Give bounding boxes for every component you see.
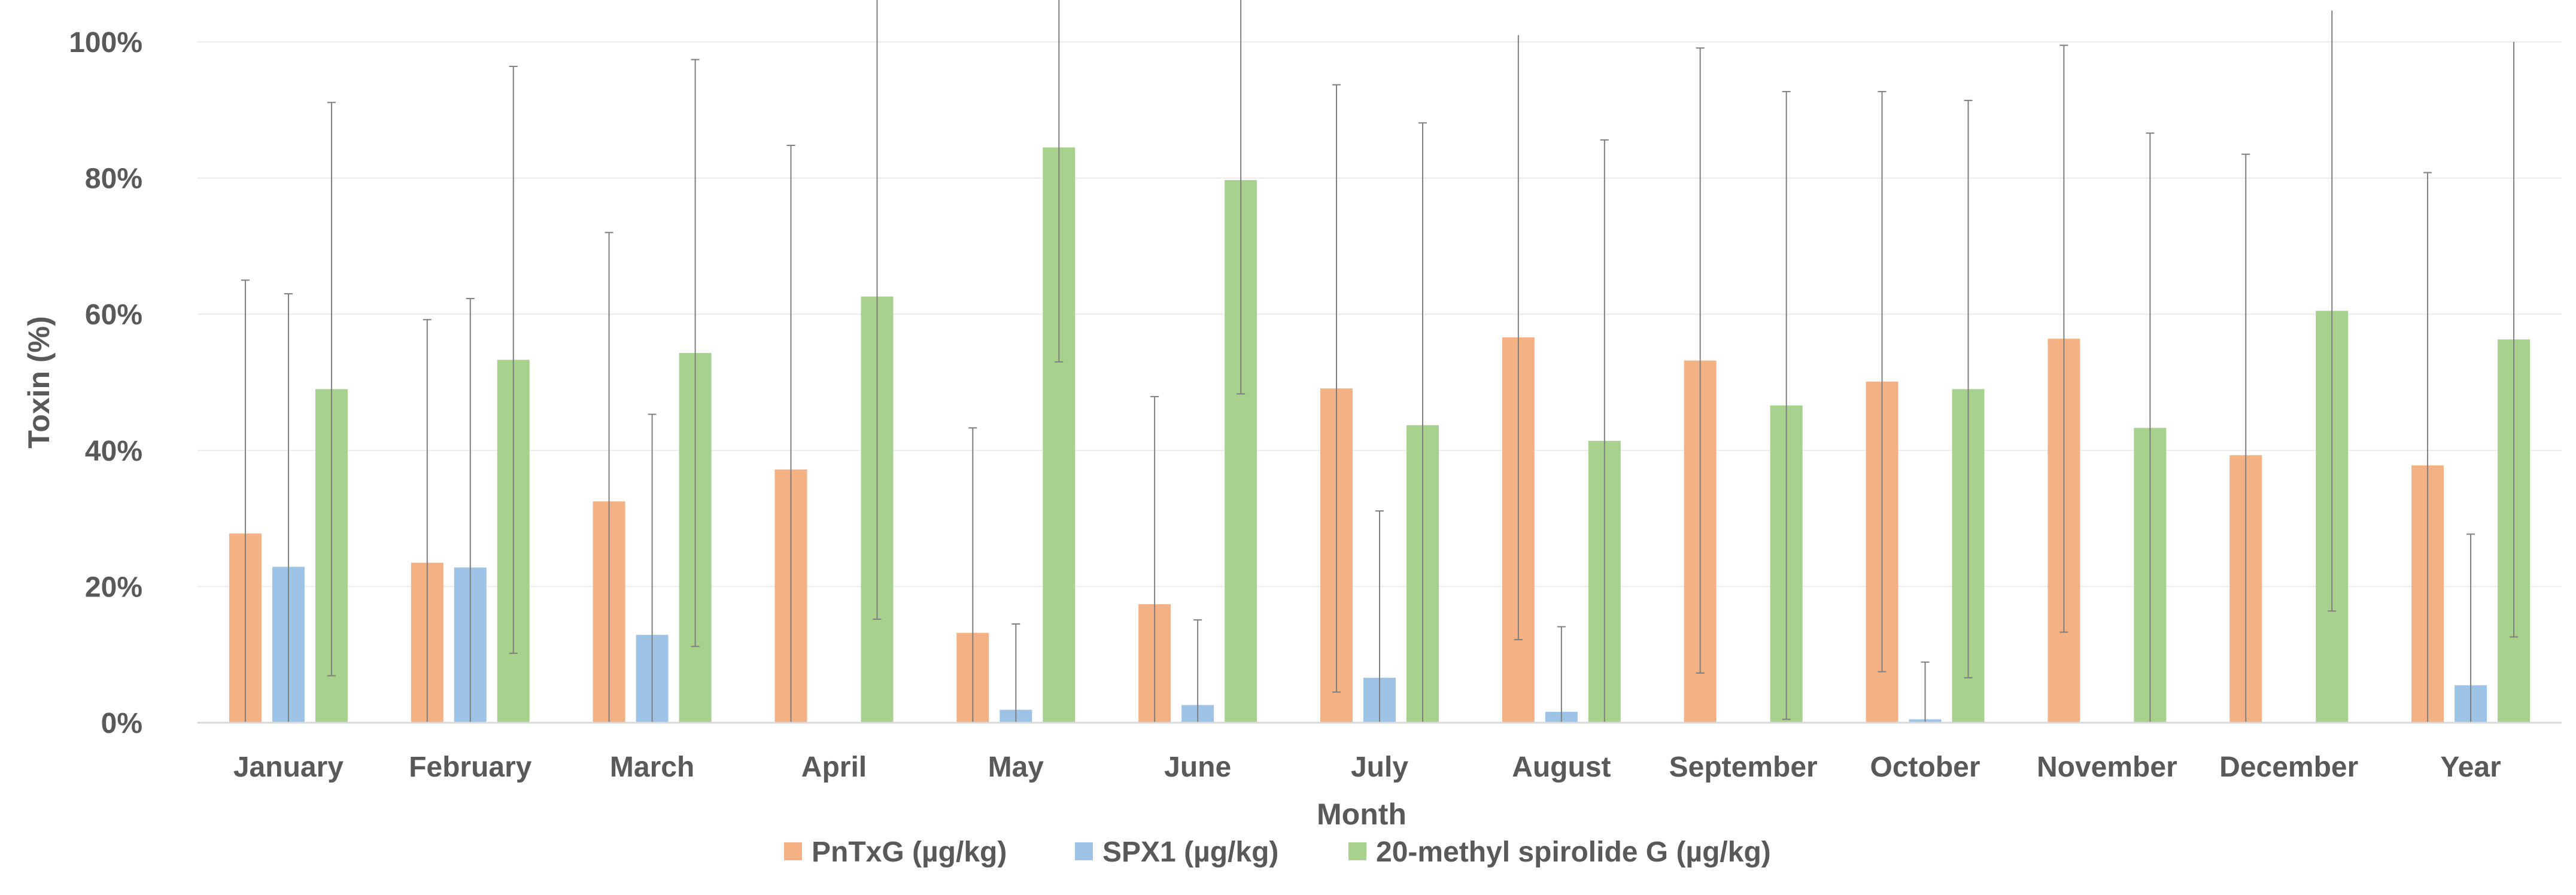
x-tick-label-april: April <box>801 751 867 783</box>
x-tick-label-september: September <box>1669 751 1818 783</box>
legend-label-pntxg: PnTxG (µg/kg) <box>812 836 1007 868</box>
x-tick-label-december: December <box>2219 751 2358 783</box>
x-tick-label-july: July <box>1351 751 1408 783</box>
x-tick-label-march: March <box>610 751 694 783</box>
y-axis-title: Toxin (%) <box>22 316 56 448</box>
y-tick-label-80: 80% <box>85 163 142 195</box>
x-axis-ticks: January February March April May June July Augu… <box>233 751 2501 783</box>
legend-label-20-methyl-spirolide-g: 20-methyl spirolide G (µg/kg) <box>1376 836 1771 868</box>
gridlines <box>198 41 2562 587</box>
x-tick-label-november: November <box>2037 751 2177 783</box>
y-tick-label-100: 100% <box>69 27 142 59</box>
y-tick-label-40: 40% <box>85 436 142 467</box>
y-axis-ticks: 0% 20% 40% 60% 80% 100% <box>69 27 142 739</box>
error-bars <box>241 0 2519 723</box>
x-tick-label-january: January <box>233 751 344 783</box>
x-tick-label-august: August <box>1512 751 1611 783</box>
legend-swatch-pntxg <box>784 842 802 860</box>
y-tick-label-20: 20% <box>85 571 142 603</box>
x-tick-label-year: Year <box>2440 751 2501 783</box>
x-tick-label-february: February <box>409 751 532 783</box>
legend: PnTxG (µg/kg) SPX1 (µg/kg) 20-methyl spi… <box>784 836 1771 868</box>
legend-label-spx1: SPX1 (µg/kg) <box>1102 836 1278 868</box>
x-axis-title: Month <box>1317 797 1407 831</box>
x-tick-label-june: June <box>1164 751 1231 783</box>
legend-swatch-20-methyl-spirolide-g <box>1348 842 1366 860</box>
legend-swatch-spx1 <box>1075 842 1093 860</box>
x-tick-label-may: May <box>988 751 1044 783</box>
y-tick-label-0: 0% <box>101 708 142 739</box>
x-tick-label-october: October <box>1870 751 1980 783</box>
y-tick-label-60: 60% <box>85 299 142 331</box>
